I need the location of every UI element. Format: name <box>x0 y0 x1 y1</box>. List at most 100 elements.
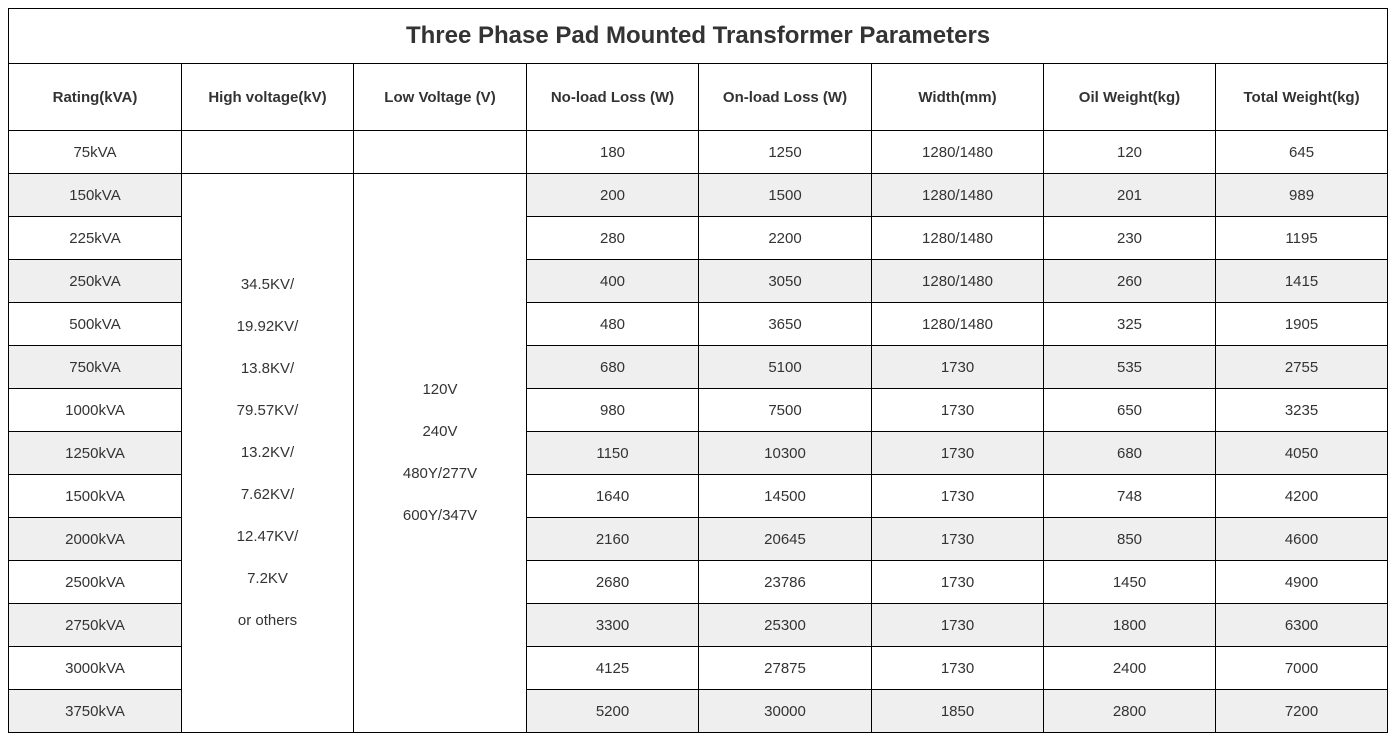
cell-total-weight: 3235 <box>1216 389 1388 432</box>
cell-oil-weight: 650 <box>1044 389 1216 432</box>
cell-rating: 2750kVA <box>9 604 182 647</box>
cell-onload-loss: 10300 <box>699 432 872 475</box>
cell-rating: 750kVA <box>9 346 182 389</box>
column-header: On-load Loss (W) <box>699 64 872 131</box>
cell-total-weight: 4900 <box>1216 561 1388 604</box>
cell-total-weight: 1905 <box>1216 303 1388 346</box>
cell-total-weight: 1195 <box>1216 217 1388 260</box>
cell-noload-loss: 680 <box>527 346 699 389</box>
cell-width: 1850 <box>872 690 1044 733</box>
low-voltage-line: 240V <box>354 411 526 453</box>
transformer-parameters-table: Three Phase Pad Mounted Transformer Para… <box>8 8 1388 733</box>
cell-onload-loss: 5100 <box>699 346 872 389</box>
column-header: No-load Loss (W) <box>527 64 699 131</box>
high-voltage-line: 13.2KV/ <box>182 432 353 474</box>
low-voltage-line: 600Y/347V <box>354 495 526 537</box>
high-voltage-line: 13.8KV/ <box>182 348 353 390</box>
column-header: Rating(kVA) <box>9 64 182 131</box>
cell-total-weight: 6300 <box>1216 604 1388 647</box>
high-voltage-line: 19.92KV/ <box>182 306 353 348</box>
cell-width: 1280/1480 <box>872 131 1044 174</box>
cell-total-weight: 1415 <box>1216 260 1388 303</box>
high-voltage-line: or others <box>182 600 353 642</box>
cell-rating: 75kVA <box>9 131 182 174</box>
cell-high-voltage-empty <box>182 131 354 174</box>
cell-rating: 3000kVA <box>9 647 182 690</box>
column-header: Total Weight(kg) <box>1216 64 1388 131</box>
high-voltage-line: 79.57KV/ <box>182 390 353 432</box>
cell-rating: 250kVA <box>9 260 182 303</box>
cell-noload-loss: 200 <box>527 174 699 217</box>
cell-width: 1730 <box>872 561 1044 604</box>
cell-noload-loss: 180 <box>527 131 699 174</box>
cell-onload-loss: 23786 <box>699 561 872 604</box>
cell-rating: 1250kVA <box>9 432 182 475</box>
cell-total-weight: 4600 <box>1216 518 1388 561</box>
high-voltage-line: 7.2KV <box>182 558 353 600</box>
cell-total-weight: 4200 <box>1216 475 1388 518</box>
cell-noload-loss: 2160 <box>527 518 699 561</box>
cell-total-weight: 4050 <box>1216 432 1388 475</box>
cell-onload-loss: 1250 <box>699 131 872 174</box>
cell-rating: 3750kVA <box>9 690 182 733</box>
column-header: Width(mm) <box>872 64 1044 131</box>
cell-width: 1280/1480 <box>872 303 1044 346</box>
cell-rating: 1000kVA <box>9 389 182 432</box>
cell-oil-weight: 2400 <box>1044 647 1216 690</box>
cell-width: 1730 <box>872 432 1044 475</box>
high-voltage-line: 7.62KV/ <box>182 474 353 516</box>
low-voltage-line: 480Y/277V <box>354 453 526 495</box>
column-header: Oil Weight(kg) <box>1044 64 1216 131</box>
cell-low-voltage-empty <box>354 131 527 174</box>
cell-total-weight: 2755 <box>1216 346 1388 389</box>
cell-width: 1730 <box>872 475 1044 518</box>
cell-onload-loss: 2200 <box>699 217 872 260</box>
cell-oil-weight: 850 <box>1044 518 1216 561</box>
cell-rating: 1500kVA <box>9 475 182 518</box>
cell-width: 1280/1480 <box>872 174 1044 217</box>
cell-onload-loss: 7500 <box>699 389 872 432</box>
cell-noload-loss: 980 <box>527 389 699 432</box>
high-voltage-line: 34.5KV/ <box>182 264 353 306</box>
cell-onload-loss: 27875 <box>699 647 872 690</box>
column-header: High voltage(kV) <box>182 64 354 131</box>
cell-onload-loss: 14500 <box>699 475 872 518</box>
cell-total-weight: 989 <box>1216 174 1388 217</box>
table-row: 75kVA18012501280/1480120645 <box>9 131 1388 174</box>
cell-noload-loss: 280 <box>527 217 699 260</box>
cell-noload-loss: 1150 <box>527 432 699 475</box>
low-voltage-line: 120V <box>354 369 526 411</box>
cell-oil-weight: 230 <box>1044 217 1216 260</box>
cell-noload-loss: 4125 <box>527 647 699 690</box>
cell-width: 1730 <box>872 604 1044 647</box>
cell-oil-weight: 201 <box>1044 174 1216 217</box>
table-title: Three Phase Pad Mounted Transformer Para… <box>9 9 1388 64</box>
cell-noload-loss: 3300 <box>527 604 699 647</box>
cell-width: 1730 <box>872 518 1044 561</box>
cell-width: 1280/1480 <box>872 260 1044 303</box>
cell-total-weight: 645 <box>1216 131 1388 174</box>
cell-noload-loss: 1640 <box>527 475 699 518</box>
cell-rating: 225kVA <box>9 217 182 260</box>
cell-oil-weight: 680 <box>1044 432 1216 475</box>
cell-onload-loss: 3050 <box>699 260 872 303</box>
cell-high-voltage: 34.5KV/19.92KV/13.8KV/79.57KV/13.2KV/7.6… <box>182 174 354 733</box>
cell-noload-loss: 400 <box>527 260 699 303</box>
cell-rating: 500kVA <box>9 303 182 346</box>
cell-oil-weight: 1800 <box>1044 604 1216 647</box>
cell-width: 1730 <box>872 389 1044 432</box>
cell-onload-loss: 30000 <box>699 690 872 733</box>
cell-noload-loss: 2680 <box>527 561 699 604</box>
cell-oil-weight: 2800 <box>1044 690 1216 733</box>
cell-oil-weight: 325 <box>1044 303 1216 346</box>
cell-noload-loss: 5200 <box>527 690 699 733</box>
cell-onload-loss: 1500 <box>699 174 872 217</box>
cell-oil-weight: 260 <box>1044 260 1216 303</box>
cell-onload-loss: 25300 <box>699 604 872 647</box>
cell-onload-loss: 20645 <box>699 518 872 561</box>
cell-onload-loss: 3650 <box>699 303 872 346</box>
column-header: Low Voltage (V) <box>354 64 527 131</box>
cell-total-weight: 7000 <box>1216 647 1388 690</box>
table-row: 150kVA34.5KV/19.92KV/13.8KV/79.57KV/13.2… <box>9 174 1388 217</box>
cell-width: 1730 <box>872 346 1044 389</box>
